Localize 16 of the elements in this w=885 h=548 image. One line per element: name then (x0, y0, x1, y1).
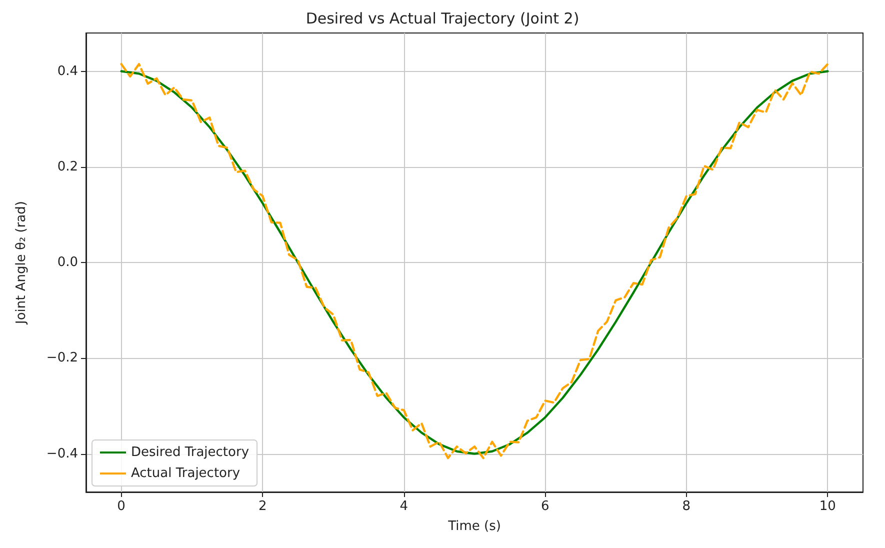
y-tick-label: −0.4 (46, 446, 78, 462)
y-axis-title: Joint Angle θ₂ (rad) (14, 201, 29, 325)
chart-title: Desired vs Actual Trajectory (Joint 2) (306, 10, 580, 28)
y-tick-label: −0.2 (46, 350, 78, 366)
x-tick-label: 4 (400, 499, 408, 514)
y-tick-label: 0.0 (57, 255, 78, 270)
x-tick-label: 10 (819, 499, 836, 514)
x-axis-title: Time (s) (447, 519, 501, 534)
x-tick-label: 6 (540, 499, 550, 514)
x-tick-label: 8 (682, 499, 691, 514)
x-tick-label: 0 (117, 499, 126, 514)
x-tick-label: 2 (258, 499, 267, 514)
y-tick-label: 0.4 (57, 64, 78, 79)
legend-label: Actual Trajectory (131, 466, 240, 481)
legend-label: Desired Trajectory (131, 445, 250, 460)
y-tick-label: 0.2 (57, 159, 78, 174)
